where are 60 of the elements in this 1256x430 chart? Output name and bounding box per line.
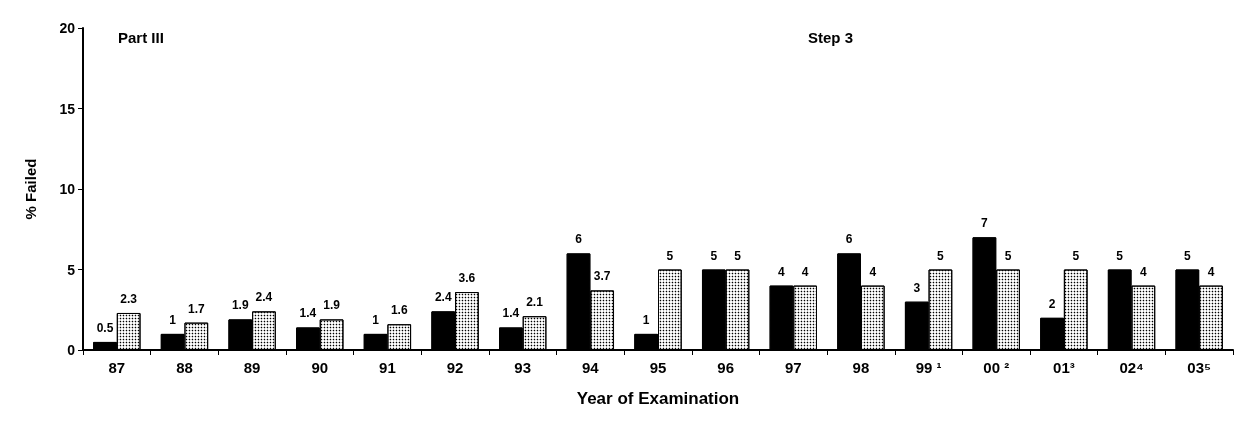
data-label: 0.5	[96, 320, 114, 335]
y-tick-label: 15	[59, 100, 76, 117]
x-tick-label: 89	[243, 359, 261, 376]
x-tick-label: 88	[176, 359, 193, 376]
data-label: 4	[778, 264, 786, 279]
data-label: 5	[710, 248, 718, 263]
data-label: 5	[1183, 248, 1191, 263]
x-tick-label: 93	[514, 359, 532, 376]
data-label: 3	[913, 280, 921, 295]
x-tick-label: 95	[649, 359, 667, 376]
x-tick-label: 99 ¹	[915, 359, 942, 376]
data-label: 1.6	[390, 303, 408, 318]
y-axis-title: % Failed	[22, 158, 39, 220]
data-label: 3.6	[458, 271, 476, 286]
data-label: 3.7	[593, 269, 611, 284]
data-label: 1.4	[502, 306, 520, 321]
data-label: 7	[981, 216, 989, 231]
data-label: 1	[642, 312, 650, 327]
data-label: 1.9	[231, 298, 249, 313]
x-tick-label: 00 ²	[983, 359, 1010, 376]
x-tick-label: 90	[311, 359, 329, 376]
x-tick-label: 97	[784, 359, 802, 376]
y-tick-label: 5	[67, 261, 76, 278]
x-tick-label: 91	[379, 359, 396, 376]
data-label: 5	[1004, 248, 1012, 263]
data-label: 2.4	[434, 290, 452, 305]
data-label: 2.4	[255, 290, 273, 305]
data-label: 5	[1072, 248, 1080, 263]
x-tick-label: 03⁵	[1187, 359, 1212, 376]
y-tick-label: 10	[59, 181, 76, 197]
data-label: 1.7	[187, 301, 205, 316]
x-axis-title: Year of Examination	[576, 389, 740, 408]
x-tick-label: 98	[852, 359, 870, 376]
data-label: 6	[845, 232, 853, 247]
data-label: 4	[869, 264, 877, 279]
data-label: 1	[169, 312, 177, 327]
data-label: 1.9	[323, 298, 341, 313]
x-tick-label: 01³	[1053, 359, 1075, 376]
data-label: 6	[575, 232, 583, 247]
data-label: 5	[734, 248, 742, 263]
data-label: 5	[937, 248, 945, 263]
x-tick-label: 02⁴	[1119, 359, 1144, 376]
data-label: 1	[372, 312, 380, 327]
annotation: Step 3	[808, 29, 854, 46]
data-label: 4	[1140, 264, 1148, 279]
y-tick-label: 20	[59, 20, 76, 36]
annotation: Part III	[118, 29, 164, 46]
data-label: 5	[1116, 248, 1124, 263]
data-label: 1.4	[299, 306, 317, 321]
x-tick-label: 94	[582, 359, 600, 376]
data-label: 4	[1207, 264, 1215, 279]
data-label: 2.1	[526, 295, 544, 310]
y-tick-label: 0	[67, 342, 76, 358]
data-label: 5	[666, 248, 674, 263]
data-label: 2.3	[120, 291, 138, 306]
data-label: 2	[1048, 296, 1056, 311]
data-label: 4	[801, 264, 809, 279]
x-tick-label: 92	[446, 359, 464, 376]
x-tick-label: 87	[108, 359, 126, 376]
x-tick-label: 96	[717, 359, 734, 376]
